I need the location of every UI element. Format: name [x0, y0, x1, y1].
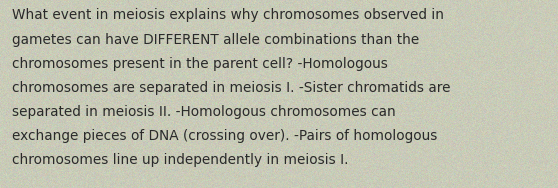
Text: gametes can have DIFFERENT allele combinations than the: gametes can have DIFFERENT allele combin… — [12, 33, 420, 46]
Text: separated in meiosis II. -Homologous chromosomes can: separated in meiosis II. -Homologous chr… — [12, 105, 396, 119]
Text: exchange pieces of DNA (crossing over). -Pairs of homologous: exchange pieces of DNA (crossing over). … — [12, 129, 437, 143]
Text: chromosomes are separated in meiosis I. -Sister chromatids are: chromosomes are separated in meiosis I. … — [12, 81, 451, 95]
Text: What event in meiosis explains why chromosomes observed in: What event in meiosis explains why chrom… — [12, 8, 444, 22]
Text: chromosomes present in the parent cell? -Homologous: chromosomes present in the parent cell? … — [12, 57, 388, 70]
Text: chromosomes line up independently in meiosis I.: chromosomes line up independently in mei… — [12, 153, 349, 167]
